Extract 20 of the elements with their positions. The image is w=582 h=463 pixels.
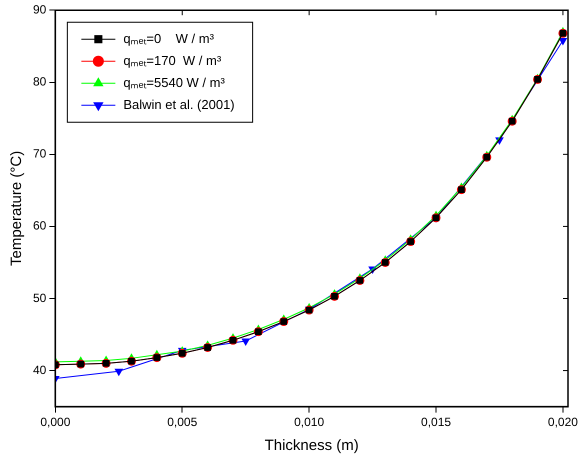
y-tick-label: 80 [32, 74, 47, 89]
y-tick-label: 40 [32, 362, 47, 377]
y-tick-label: 50 [32, 290, 47, 305]
x-tick-label: 0,015 [421, 415, 452, 430]
legend-label: Balwin et al. (2001) [123, 96, 235, 112]
legend-label: qₘₑₜ=0 W / m³ [123, 30, 215, 46]
point [558, 38, 567, 45]
y-tick-label: 90 [32, 2, 47, 17]
legend-label: qₘₑₜ=170 W / m³ [123, 52, 222, 68]
x-tick-label: 0,010 [294, 415, 324, 430]
y-axis-title: Temperature (°C) [8, 150, 26, 266]
point [242, 338, 250, 346]
x-tick-label: 0,020 [548, 415, 578, 430]
point [114, 368, 123, 376]
y-tick-label: 70 [32, 146, 47, 161]
y-tick-label: 60 [32, 218, 47, 233]
x-tick-label: 0,005 [167, 415, 198, 430]
x-axis-title: Thickness (m) [264, 437, 359, 454]
legend-label: qₘₑₜ=5540 W / m³ [123, 74, 226, 90]
x-tick-label: 0,000 [40, 415, 71, 430]
